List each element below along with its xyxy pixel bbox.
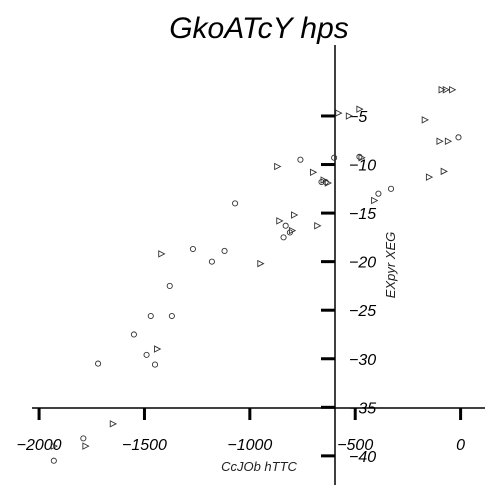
- y-tick-label: −15: [349, 206, 376, 223]
- data-point-circle: [147, 312, 154, 320]
- data-point-circle: [95, 360, 102, 367]
- data-point-circle: [130, 331, 137, 338]
- data-point-circle: [286, 229, 293, 236]
- data-point-circle: [189, 245, 196, 253]
- data-point-circle: [318, 178, 325, 186]
- data-point-triangle: [438, 86, 446, 94]
- data-points: [50, 86, 462, 464]
- data-point-triangle: [358, 153, 366, 162]
- data-point-circle: [143, 351, 150, 358]
- data-point-circle: [331, 154, 338, 161]
- data-point-triangle: [257, 259, 265, 268]
- data-point-triangle: [82, 442, 90, 450]
- data-point-circle: [282, 222, 289, 229]
- y-tick-label: −40: [349, 449, 376, 466]
- data-point-circle: [168, 312, 175, 320]
- y-tick-label: −5: [349, 109, 367, 126]
- data-point-circle: [208, 258, 215, 265]
- data-point-circle: [166, 282, 173, 289]
- y-tick-label: −30: [349, 352, 376, 369]
- data-point-circle: [455, 134, 462, 141]
- x-tick-label: −500: [337, 437, 373, 454]
- data-point-triangle: [158, 250, 166, 258]
- data-point-triangle: [276, 217, 284, 225]
- axes: [32, 45, 485, 485]
- data-point-circle: [151, 361, 159, 368]
- data-point-circle: [297, 156, 304, 163]
- data-point-triangle: [314, 221, 322, 230]
- y-tick-label: −35: [349, 400, 376, 417]
- data-point-circle: [387, 185, 395, 192]
- data-point-circle: [280, 234, 287, 241]
- x-tick-label: −1500: [122, 437, 167, 454]
- data-point-triangle: [421, 116, 429, 124]
- x-axis-title: CcJOb hTTC: [221, 459, 297, 474]
- data-point-circle: [221, 247, 228, 255]
- data-point-triangle: [291, 211, 299, 219]
- data-point-triangle: [288, 226, 297, 235]
- data-point-triangle: [436, 137, 444, 145]
- x-tick-label: 0: [456, 437, 465, 454]
- x-tick-label: −1000: [227, 437, 272, 454]
- data-point-triangle: [320, 176, 328, 184]
- data-point-triangle: [109, 420, 118, 428]
- data-point-circle: [50, 457, 57, 464]
- data-point-triangle: [356, 105, 364, 113]
- data-point-triangle: [274, 162, 282, 171]
- chart-title: GkoATcY hps: [169, 12, 349, 45]
- y-tick-label: −20: [349, 255, 376, 272]
- y-tick-label: −10: [349, 158, 376, 175]
- data-point-triangle: [310, 168, 318, 177]
- y-tick-label: −25: [349, 303, 376, 320]
- data-point-triangle: [440, 167, 448, 176]
- y-axis-title: EXpyr XEG: [383, 232, 398, 298]
- data-point-circle: [232, 200, 239, 207]
- data-point-triangle: [444, 137, 453, 145]
- data-point-circle: [80, 435, 87, 442]
- x-tick-label: −2000: [17, 437, 62, 454]
- data-point-triangle: [442, 86, 451, 94]
- data-point-triangle: [345, 112, 354, 120]
- axis-ticks: −2000 −1500 −1000 −500 0 −5 −10 −15 −20 −25 −30 −35…: [17, 109, 466, 466]
- data-point-circle: [375, 190, 382, 197]
- data-point-triangle: [425, 173, 434, 181]
- data-point-triangle: [50, 442, 59, 450]
- data-point-triangle: [154, 345, 162, 353]
- data-point-triangle: [371, 196, 379, 205]
- data-point-triangle: [449, 86, 457, 94]
- data-point-triangle: [335, 109, 343, 117]
- data-point-triangle: [324, 179, 333, 187]
